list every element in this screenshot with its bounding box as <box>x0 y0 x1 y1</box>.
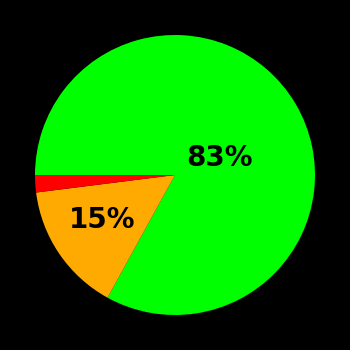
Text: 83%: 83% <box>187 144 253 172</box>
Wedge shape <box>36 175 175 298</box>
Wedge shape <box>35 35 315 315</box>
Text: 15%: 15% <box>69 206 135 234</box>
Wedge shape <box>35 175 175 192</box>
